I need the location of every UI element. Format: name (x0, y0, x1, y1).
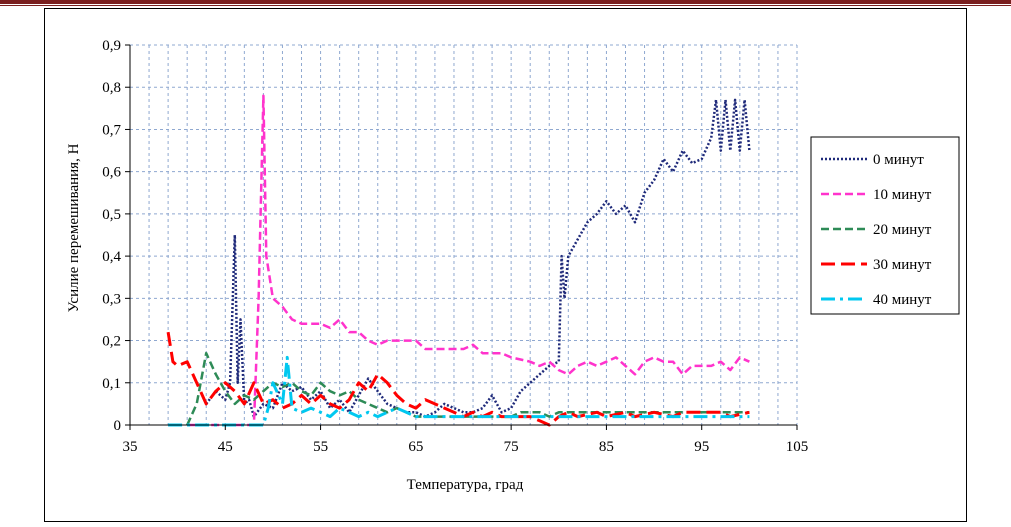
legend-label: 30 минут (873, 257, 932, 273)
x-tick-label: 35 (123, 439, 138, 455)
legend-label: 10 минут (873, 187, 932, 203)
x-tick-label: 75 (504, 439, 519, 455)
x-axis-label: Температура, град (407, 477, 524, 493)
legend: 0 минут 10 минут 20 минут 30 минут 40 минут (810, 136, 960, 315)
y-tick-label: 0,5 (102, 207, 121, 223)
series-line-0 (205, 98, 751, 418)
series-group (166, 94, 751, 427)
x-tick-label: 105 (786, 439, 809, 455)
y-tick-label: 0,6 (102, 165, 121, 181)
y-tick-label: 0,1 (102, 376, 121, 392)
x-tick-label: 45 (218, 439, 233, 455)
legend-label: 20 минут (873, 222, 932, 238)
y-tick-label: 0,8 (102, 80, 121, 96)
top-border (0, 0, 1011, 4)
x-tick-label: 65 (408, 439, 423, 455)
series-line-3 (166, 331, 750, 427)
legend-label: 40 минут (873, 292, 932, 308)
axes: 0 0,1 0,2 0,3 0,4 0,5 0,6 0,7 0,8 0,9 35 45 55 65 75 85… (102, 38, 808, 455)
top-border-line (0, 5, 1011, 6)
y-tick-label: 0 (114, 418, 122, 434)
x-tick-label: 95 (694, 439, 709, 455)
y-tick-label: 0,4 (102, 249, 121, 265)
legend-box (810, 136, 960, 315)
y-tick-label: 0,2 (102, 334, 121, 350)
series-line-4 (168, 355, 750, 427)
y-axis-label: Усилие перемешивания, Н (66, 143, 82, 312)
y-tick-label: 0,9 (102, 38, 121, 54)
y-tick-label: 0,3 (102, 291, 121, 307)
y-tick-label: 0,7 (102, 122, 121, 138)
legend-label: 0 минут (873, 152, 924, 168)
x-tick-label: 55 (313, 439, 328, 455)
x-tick-label: 85 (599, 439, 614, 455)
series-line-1 (187, 94, 750, 427)
